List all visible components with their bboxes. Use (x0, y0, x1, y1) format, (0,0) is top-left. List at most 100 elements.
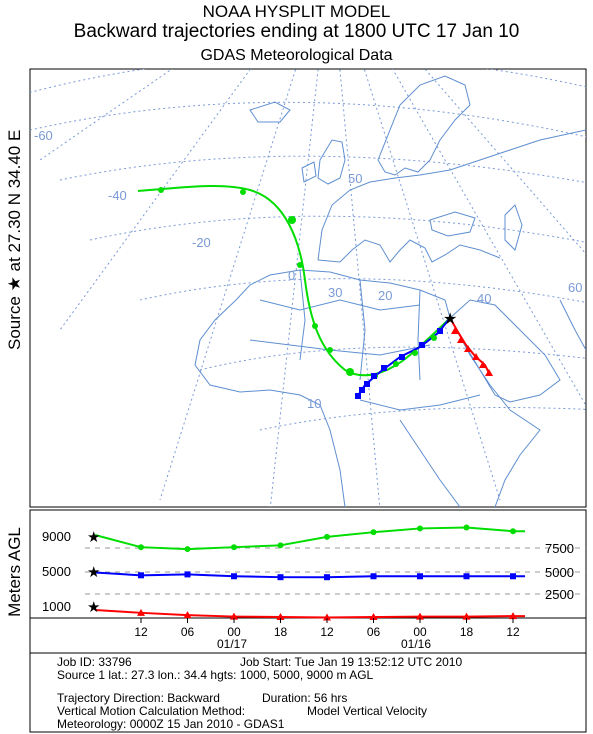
profile-source-stars: ★ ★ ★ (87, 528, 100, 616)
profile-point (231, 573, 237, 580)
trajectory-9000m-marker (312, 323, 318, 329)
source-line: Source 1 lat.: 27.3 lon.: 34.4 hgts: 100… (57, 668, 374, 682)
longitude-lines (39, 69, 586, 507)
date-label-2: 01/16 (401, 637, 431, 651)
trajectory-9000m (137, 185, 451, 377)
profile-point (463, 524, 470, 531)
trajectory-5000m-marker (381, 365, 387, 371)
profile-point (369, 613, 378, 621)
profile-point (463, 573, 470, 580)
job-start: Job Start: Tue Jan 19 13:52:12 UTC 2010 (240, 655, 463, 669)
time-tick-label: 00 (227, 625, 241, 639)
date-label-1: 01/17 (217, 637, 247, 651)
trajectory-9000m-marker (240, 189, 246, 195)
vertical-method-value: Model Vertical Velocity (307, 704, 428, 718)
right-tick-label: 7500 (545, 541, 574, 556)
profile-point (184, 571, 191, 578)
time-tick-label: 12 (134, 625, 148, 639)
profile-point (137, 608, 145, 616)
lon-label: -60 (34, 128, 53, 143)
trajectory-5000m-marker (355, 393, 361, 399)
lat-label: 10 (307, 396, 321, 411)
plot-title: Backward trajectories ending at 1800 UTC… (73, 21, 520, 42)
time-tick-label: 12 (320, 625, 334, 639)
lon-label: 20 (378, 288, 392, 303)
lon-label: 60 (568, 280, 582, 295)
profile-point (510, 573, 516, 580)
profile-point (417, 573, 423, 580)
left-tick-label: 1000 (42, 599, 71, 614)
profile-star-icon: ★ (87, 563, 100, 581)
left-tick-label: 5000 (42, 564, 71, 579)
lon-label: -20 (192, 235, 211, 250)
profile-series-line (94, 609, 525, 619)
trajectory-1000m-marker (464, 345, 472, 352)
trajectory-1000m-marker (485, 369, 493, 376)
profile-point (276, 613, 285, 621)
profile-point (509, 612, 517, 620)
meteorology: Meteorology: 0000Z 15 Jan 2010 - GDAS1 (57, 717, 285, 731)
lon-label: 0 (288, 268, 295, 283)
trajectory-9000m-marker (412, 350, 418, 356)
trajectory-5000m-marker (364, 381, 370, 387)
profile-point (138, 544, 144, 551)
profile-point (324, 574, 330, 581)
profile-point (230, 612, 238, 620)
profile-gridlines (85, 547, 586, 595)
lat-label: 30 (328, 285, 342, 300)
trajectory-1000m-marker (451, 327, 459, 334)
profile-frame (29, 509, 587, 619)
profile-point (323, 613, 331, 621)
trajectory-9000m-marker (288, 216, 296, 224)
duration: Duration: 56 hrs (262, 691, 348, 705)
lon-label: 40 (477, 291, 491, 306)
profile-point (277, 574, 284, 581)
trajectory-5000m-marker (437, 328, 443, 334)
profile-point (324, 533, 330, 540)
profile-point (277, 542, 284, 549)
trajectory-1000m-marker (479, 361, 487, 368)
trajectory-9000m-marker (346, 368, 354, 376)
data-source: GDAS Meteorological Data (200, 47, 393, 64)
trajectory-5000m-marker (419, 342, 425, 348)
lon-label: -40 (108, 188, 127, 203)
profile-point (510, 528, 516, 535)
time-tick-label: 18 (460, 625, 474, 639)
right-tick-label: 5000 (545, 565, 574, 580)
trajectory-1000m-marker (472, 353, 480, 360)
source-star-icon: ★ (443, 309, 457, 328)
map-grid-labels: -60 -40 -20 0 20 40 60 50 30 10 (34, 128, 582, 411)
trajectory-5000m-marker (399, 354, 405, 360)
trajectory-9000m-marker (431, 335, 437, 341)
time-tick-label: 12 (506, 625, 520, 639)
job-id: Job ID: 33796 (57, 655, 132, 669)
profile-star-icon: ★ (87, 528, 100, 546)
trajectory-9000m-marker (158, 187, 164, 193)
time-tick-label: 06 (181, 625, 195, 639)
profile-point (184, 546, 191, 553)
profile-point (417, 525, 423, 532)
profile-series-line (94, 526, 525, 551)
trajectory-9000m-marker (327, 347, 333, 353)
trajectory-9000m-marker (297, 262, 303, 268)
profile-right-ticks: 7500 5000 2500 (545, 541, 574, 602)
map-frame (29, 68, 587, 508)
profile-point (231, 544, 237, 551)
profile-series-line (94, 571, 525, 579)
profile-point (370, 573, 377, 580)
right-tick-label: 2500 (545, 587, 574, 602)
profile-point (183, 611, 192, 619)
trajectory-1000m-marker (457, 336, 465, 343)
profile-point (138, 572, 144, 579)
profile-point (462, 612, 471, 620)
time-tick-label: 00 (413, 625, 427, 639)
left-tick-label: 9000 (42, 529, 71, 544)
trajectory-9000m-marker (393, 361, 399, 367)
trajectory-5000m-marker (359, 387, 365, 393)
profile-left-ticks: 9000 5000 1000 (42, 529, 71, 614)
time-axis-frame (29, 617, 587, 654)
profile-point (416, 612, 424, 620)
lat-label: 50 (348, 171, 362, 186)
info-frame (29, 652, 587, 733)
